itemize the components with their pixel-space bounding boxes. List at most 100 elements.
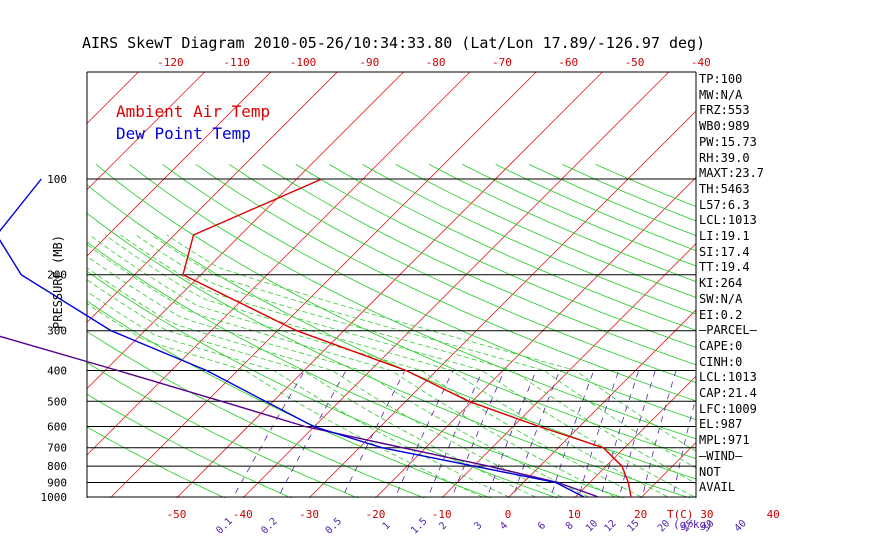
dew-point-temp-line bbox=[0, 178, 585, 498]
bottom-x-tick-label: -50 bbox=[167, 508, 187, 521]
isotherm-line bbox=[507, 309, 696, 498]
moist-adiabat-line bbox=[135, 234, 696, 484]
mixing-ratio-label: 6 bbox=[536, 520, 548, 532]
ambient-air-temp-line bbox=[182, 178, 632, 498]
mixing-ratio-label: 2 bbox=[437, 520, 449, 532]
y-tick-label: 300 bbox=[47, 325, 67, 338]
sounding-index-item: MAXT:23.7 bbox=[699, 166, 765, 181]
dry-adiabat-line bbox=[195, 164, 696, 402]
moist-adiabat-line bbox=[87, 267, 566, 498]
mixing-ratio-line bbox=[600, 370, 640, 498]
sounding-index-item: FRZ:553 bbox=[699, 103, 750, 118]
top-x-tick-label: -100 bbox=[290, 56, 317, 69]
mixing-ratio-label: 1 bbox=[381, 520, 393, 532]
isotherm-line bbox=[574, 375, 696, 498]
y-tick-label: 200 bbox=[47, 269, 67, 282]
isotherm-line bbox=[109, 72, 537, 498]
sounding-index-item: TH:5463 bbox=[699, 181, 750, 196]
mixing-ratio-line bbox=[512, 370, 560, 498]
sounding-index-item: CAP:21.4 bbox=[699, 386, 757, 401]
dry-adiabat-line bbox=[87, 184, 696, 480]
dry-adiabat-line bbox=[229, 164, 696, 384]
sounding-index-item: MPL:971 bbox=[699, 433, 750, 448]
dry-adiabat-line bbox=[162, 164, 696, 421]
dry-adiabat-line bbox=[87, 212, 692, 498]
sounding-index-item: WB0:989 bbox=[699, 119, 750, 134]
sounding-index-item: RH:39.0 bbox=[699, 150, 750, 165]
dry-adiabat-line bbox=[87, 270, 559, 498]
y-axis-label: PRESSURE (MB) bbox=[51, 235, 65, 329]
sounding-index-item: KI:264 bbox=[699, 276, 743, 291]
y-tick-label: 1000 bbox=[41, 491, 68, 504]
sounding-index-item: —PARCEL— bbox=[699, 323, 757, 338]
dry-adiabat-line bbox=[462, 164, 696, 267]
mixing-ratio-label: 3 bbox=[472, 520, 484, 532]
y-tick-label: 100 bbox=[47, 173, 67, 186]
dry-adiabat-line bbox=[87, 300, 492, 498]
top-x-tick-label: -40 bbox=[691, 56, 711, 69]
dry-adiabat-line bbox=[87, 330, 426, 498]
sounding-index-item: LFC:1009 bbox=[699, 401, 757, 416]
sounding-index-item: AVAIL bbox=[699, 480, 736, 495]
isotherm-line bbox=[441, 243, 696, 498]
bottom-x-tick-label: 10 bbox=[568, 508, 581, 521]
mixing-ratio-label: 1.5 bbox=[409, 516, 430, 537]
mixing-ratio-label: 4 bbox=[498, 520, 510, 532]
sounding-index-item: LCL:1013 bbox=[699, 213, 757, 228]
isotherm-line bbox=[87, 72, 272, 257]
dry-adiabat-line bbox=[295, 164, 696, 348]
chart-title: AIRS SkewT Diagram 2010-05-26/10:34:33.8… bbox=[82, 34, 706, 52]
top-x-tick-label: -50 bbox=[625, 56, 645, 69]
isotherm-line bbox=[773, 72, 870, 498]
sounding-index-item: PW:15.73 bbox=[699, 134, 757, 149]
mixing-ratio-line bbox=[277, 370, 347, 498]
bottom-x-tick-label: 0 bbox=[505, 508, 512, 521]
bottom-x-tick-label: -10 bbox=[432, 508, 452, 521]
isotherm-line bbox=[242, 72, 670, 498]
sounding-index-item: TT:19.4 bbox=[699, 260, 750, 275]
mixing-ratio-label: 0.2 bbox=[259, 516, 280, 537]
bottom-x-tick-label: 30 bbox=[700, 508, 713, 521]
dry-adiabat-line bbox=[362, 164, 696, 315]
mixing-ratio-label: 0.1 bbox=[214, 516, 235, 537]
sounding-index-item: EI:0.2 bbox=[699, 307, 743, 322]
mixing-ratio-label: 0.5 bbox=[324, 516, 345, 537]
top-x-tick-label: -70 bbox=[492, 56, 512, 69]
mixing-ratio-line bbox=[451, 370, 505, 498]
isotherm-line bbox=[87, 72, 338, 323]
parcel-temperature-line bbox=[0, 335, 599, 498]
dry-adiabat-line bbox=[87, 241, 625, 498]
bottom-x-tick-label: -30 bbox=[299, 508, 319, 521]
sounding-index-item: LCL:1013 bbox=[699, 370, 757, 385]
sounding-index-item: SI:17.4 bbox=[699, 244, 750, 259]
mixing-ratio-line bbox=[394, 370, 454, 498]
isotherm-line bbox=[87, 72, 404, 390]
top-x-tick-label: -80 bbox=[426, 56, 446, 69]
isotherm-line bbox=[87, 72, 205, 191]
mixing-ratio-unit: (g/kg) bbox=[673, 518, 713, 531]
y-tick-label: 800 bbox=[47, 460, 67, 473]
sounding-index-item: CINH:0 bbox=[699, 354, 743, 369]
sounding-index-item: L57:6.3 bbox=[699, 197, 750, 212]
sounding-index-item: EL:987 bbox=[699, 417, 743, 432]
mixing-ratio-label: 40 bbox=[733, 518, 749, 534]
mixing-ratio-line bbox=[641, 370, 677, 498]
moist-adiabat-line bbox=[87, 255, 592, 498]
mixing-ratio-label: 10 bbox=[584, 518, 600, 534]
dry-adiabat-line bbox=[87, 426, 226, 498]
sounding-index-item: SW:N/A bbox=[699, 291, 743, 306]
chart-series bbox=[0, 178, 632, 498]
dry-adiabat-line bbox=[87, 393, 293, 498]
top-x-tick-label: -60 bbox=[558, 56, 578, 69]
bottom-axis-unit: T(C) bbox=[667, 508, 694, 521]
mixing-ratio-line bbox=[618, 370, 656, 498]
y-tick-label: 400 bbox=[47, 364, 67, 377]
isotherm-line bbox=[308, 110, 696, 498]
mixing-ratio-line bbox=[550, 370, 595, 498]
mixing-ratio-line bbox=[577, 370, 620, 498]
mixing-ratio-line bbox=[427, 370, 483, 498]
top-x-tick-label: -90 bbox=[359, 56, 379, 69]
dry-adiabat-line bbox=[428, 164, 696, 283]
dry-adiabat-line bbox=[328, 164, 696, 331]
